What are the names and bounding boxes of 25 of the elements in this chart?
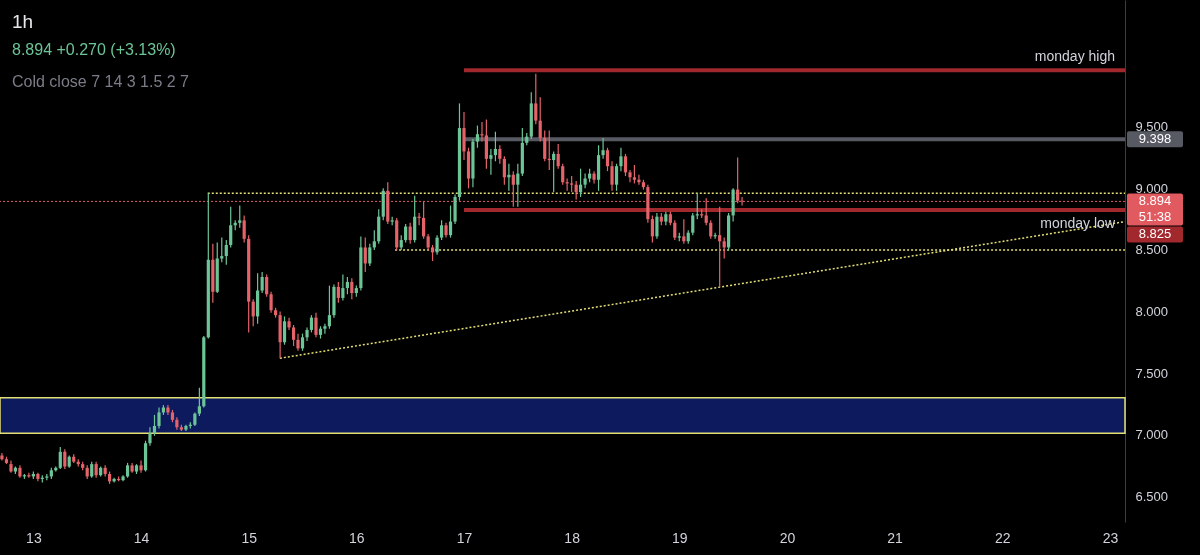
x-tick-label: 21: [887, 529, 904, 546]
x-tick-label: 23: [1102, 529, 1119, 546]
y-tick-label: 7.000: [1135, 427, 1169, 443]
x-tick-label: 17: [456, 529, 473, 546]
x-tick-label: 20: [779, 529, 796, 546]
series-label: monday low: [1040, 214, 1116, 231]
x-tick-label: 15: [241, 529, 258, 546]
x-tick-label: 22: [994, 529, 1011, 546]
x-tick-label: 18: [564, 529, 581, 546]
y-tick-label: 8.000: [1135, 303, 1169, 319]
annotation: Cold close 7 14 3 1.5 2 7: [12, 73, 190, 90]
text: 8.894 +0.270 (+3.13%): [12, 41, 176, 58]
y-tick-label: 6.500: [1135, 488, 1169, 504]
y-tick-label: 8.500: [1135, 242, 1169, 258]
text: 1h: [12, 11, 34, 32]
x-tick-label: 14: [133, 529, 150, 546]
x-tick-label: 13: [26, 529, 42, 546]
y-tick-label: 7.500: [1135, 365, 1169, 381]
x-tick-label: 19: [672, 529, 688, 546]
text: 51:38: [1138, 209, 1172, 225]
y-tick-label: 9.000: [1135, 180, 1169, 196]
data-label: 8.825: [1138, 226, 1172, 242]
series-label: monday high: [1034, 48, 1115, 65]
x-tick-label: 16: [349, 529, 365, 546]
ref-line-label: 8.894: [1138, 193, 1172, 209]
